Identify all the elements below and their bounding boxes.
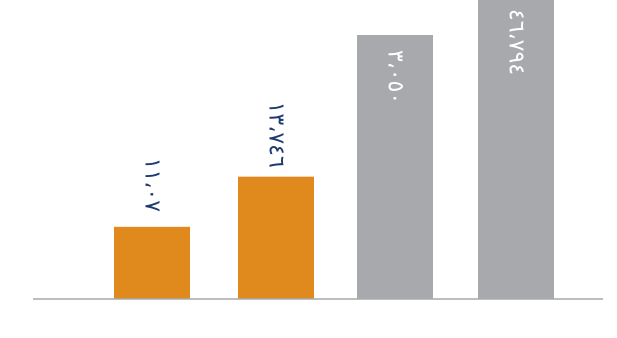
data-label-2: ١٣،٧٤٦ bbox=[264, 102, 289, 168]
bars-group bbox=[114, 0, 554, 299]
bar-4 bbox=[478, 0, 554, 299]
data-labels-group: ١١،٠٧ ١٣،٧٤٦ ٣،٠٥٠ ٤٦،٧٩٤ bbox=[140, 9, 529, 212]
data-label-3: ٣،٠٥٠ bbox=[383, 50, 408, 104]
data-label-4: ٤٦،٧٩٤ bbox=[504, 9, 529, 75]
bar-2 bbox=[238, 176, 314, 299]
bar-1 bbox=[114, 226, 190, 299]
data-label-1: ١١،٠٧ bbox=[140, 158, 165, 213]
bar-3 bbox=[357, 35, 433, 299]
